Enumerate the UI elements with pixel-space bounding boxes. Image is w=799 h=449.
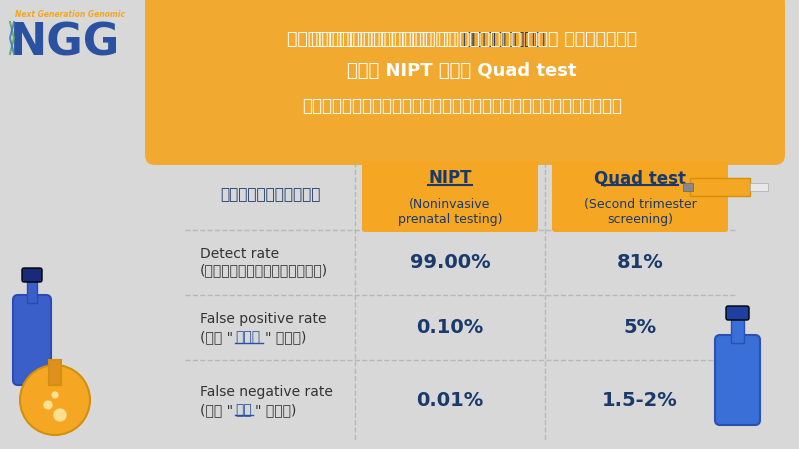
Text: NGG: NGG: [10, 22, 121, 65]
Text: บวก: บวก: [235, 330, 260, 344]
Bar: [27, 278, 37, 303]
Text: 81%: 81%: [617, 253, 663, 272]
Text: False negative rate: False negative rate: [200, 385, 333, 399]
FancyBboxPatch shape: [362, 161, 538, 232]
Text: 99.00%: 99.00%: [410, 253, 491, 272]
Text: (Second trimester
screening): (Second trimester screening): [583, 198, 697, 226]
Text: (Noninvasive
prenatal testing): (Noninvasive prenatal testing): [398, 198, 503, 226]
FancyBboxPatch shape: [145, 0, 785, 165]
Text: " ลวง): " ลวง): [255, 403, 296, 417]
Circle shape: [43, 400, 53, 410]
Bar: [690, 178, 750, 196]
Circle shape: [53, 408, 67, 422]
Text: 0.10%: 0.10%: [416, 318, 483, 337]
FancyBboxPatch shape: [726, 306, 749, 320]
Text: ผลบวกลวง: ผลบวกลวง: [462, 30, 545, 48]
Bar: [49, 360, 61, 385]
Circle shape: [20, 365, 90, 435]
Text: False positive rate: False positive rate: [200, 313, 327, 326]
FancyBboxPatch shape: [715, 335, 760, 425]
Bar: [750, 183, 768, 191]
Text: 5%: 5%: [623, 318, 657, 337]
FancyBboxPatch shape: [552, 161, 728, 232]
Text: ของ NIPT และ Quad test: ของ NIPT และ Quad test: [348, 62, 577, 80]
Text: Quad test: Quad test: [594, 169, 686, 187]
Text: ลบ: ลบ: [235, 403, 252, 417]
Text: อัตราการตรวจพบ ผลบวกลวง และ ผลลบลวง: อัตราการตรวจพบ ผลบวกลวง และ ผลลบลวง: [287, 30, 637, 48]
Bar: [683, 183, 693, 191]
Text: ในการตรวจคัดกรองภาวะดาวน์ซินโดรม: ในการตรวจคัดกรองภาวะดาวน์ซินโดรม: [302, 97, 622, 115]
FancyBboxPatch shape: [13, 295, 51, 385]
Text: 1.5-2%: 1.5-2%: [602, 391, 678, 409]
Text: (ผล ": (ผล ": [200, 403, 233, 417]
FancyBboxPatch shape: [22, 268, 42, 282]
Text: Detect rate
(อัตราการตรวจพบ): Detect rate (อัตราการตรวจพบ): [200, 247, 328, 277]
Text: (ผล ": (ผล ": [200, 330, 233, 344]
Circle shape: [51, 391, 59, 399]
Text: NIPT: NIPT: [428, 169, 471, 187]
Bar: [731, 315, 744, 343]
Text: วิธีการตรวจ: วิธีการตรวจ: [220, 188, 320, 202]
Text: อัตราการตรวจพบ: อัตราการตรวจพบ: [312, 30, 462, 48]
Text: Next Generation Genomic: Next Generation Genomic: [15, 10, 125, 19]
Text: " ลวง): " ลวง): [265, 330, 306, 344]
Text: 0.01%: 0.01%: [416, 391, 483, 409]
